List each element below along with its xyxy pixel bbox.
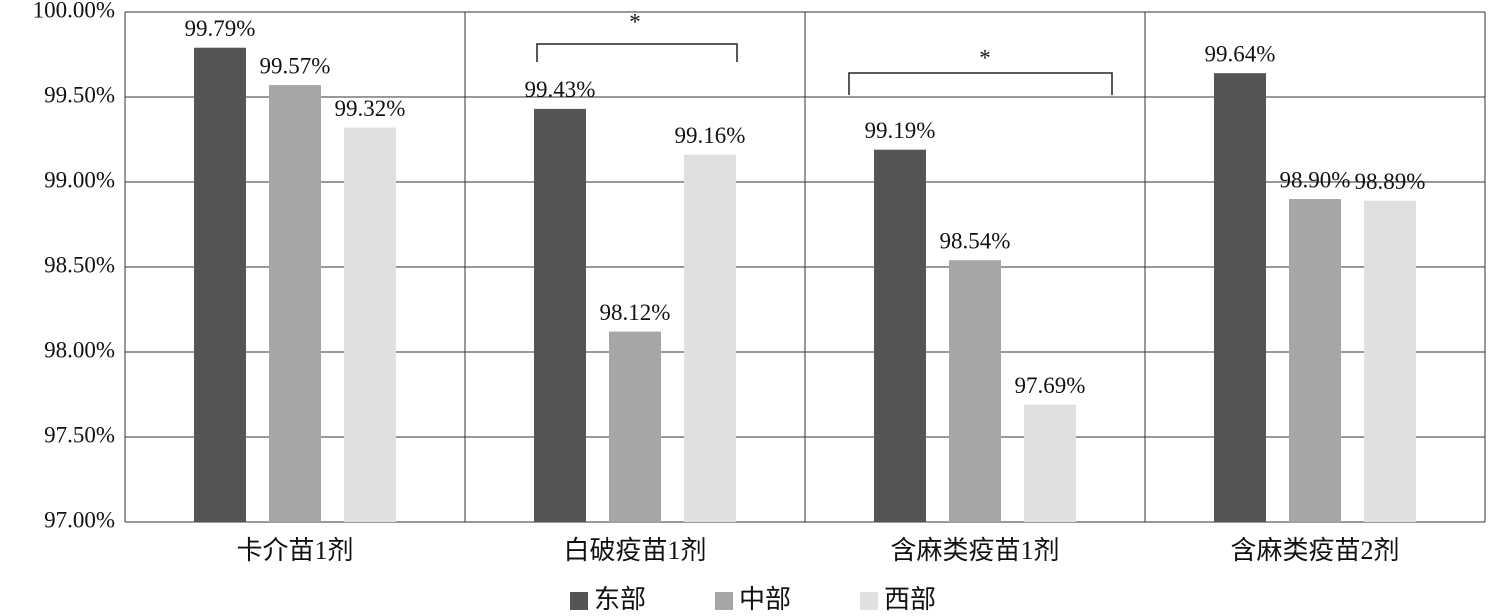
data-label: 99.79% [185, 16, 256, 41]
data-label: 99.43% [525, 77, 596, 102]
y-tick-label: 99.50% [44, 82, 115, 107]
y-tick-label: 100.00% [33, 0, 115, 22]
bar [949, 260, 1001, 522]
bar [684, 154, 736, 523]
annotation: * [979, 45, 991, 70]
data-label: 98.90% [1280, 167, 1351, 192]
bar [534, 108, 586, 523]
legend-swatch [715, 592, 733, 610]
x-tick-label: 白破疫苗1剂 [563, 536, 706, 565]
data-label: 99.57% [260, 53, 331, 78]
data-label: 99.19% [865, 118, 936, 143]
x-tick-label: 含麻类疫苗2剂 [1230, 536, 1399, 565]
data-label: 99.64% [1205, 41, 1276, 66]
y-tick-label: 97.50% [44, 422, 115, 447]
x-tick-label: 卡介苗1剂 [236, 536, 353, 565]
bar [344, 127, 396, 522]
x-tick-label: 含麻类疫苗1剂 [890, 536, 1059, 565]
legend-swatch [860, 592, 878, 610]
significance-brackets [536, 43, 1113, 95]
y-tick-label: 97.00% [44, 507, 115, 532]
bar [609, 331, 661, 522]
annotation: * [629, 9, 641, 34]
bracket [848, 72, 1113, 95]
bar [1024, 404, 1076, 522]
data-label: 98.12% [600, 300, 671, 325]
data-label: 98.89% [1355, 169, 1426, 194]
bar [269, 85, 321, 522]
data-label: 98.54% [940, 228, 1011, 253]
data-label: 97.69% [1015, 373, 1086, 398]
bar [1289, 199, 1341, 522]
data-label: 99.32% [335, 96, 406, 121]
bar [874, 149, 926, 522]
y-tick-label: 99.00% [44, 167, 115, 192]
y-tick-label: 98.50% [44, 252, 115, 277]
bar [194, 47, 246, 522]
bar [1364, 200, 1416, 522]
legend-label: 中部 [739, 585, 791, 614]
legend-label: 东部 [594, 585, 646, 614]
bracket [536, 43, 738, 62]
legend-label: 西部 [884, 585, 936, 614]
bar [1214, 73, 1266, 522]
y-tick-label: 98.00% [44, 337, 115, 362]
legend-swatch [570, 592, 588, 610]
data-label: 99.16% [675, 123, 746, 148]
